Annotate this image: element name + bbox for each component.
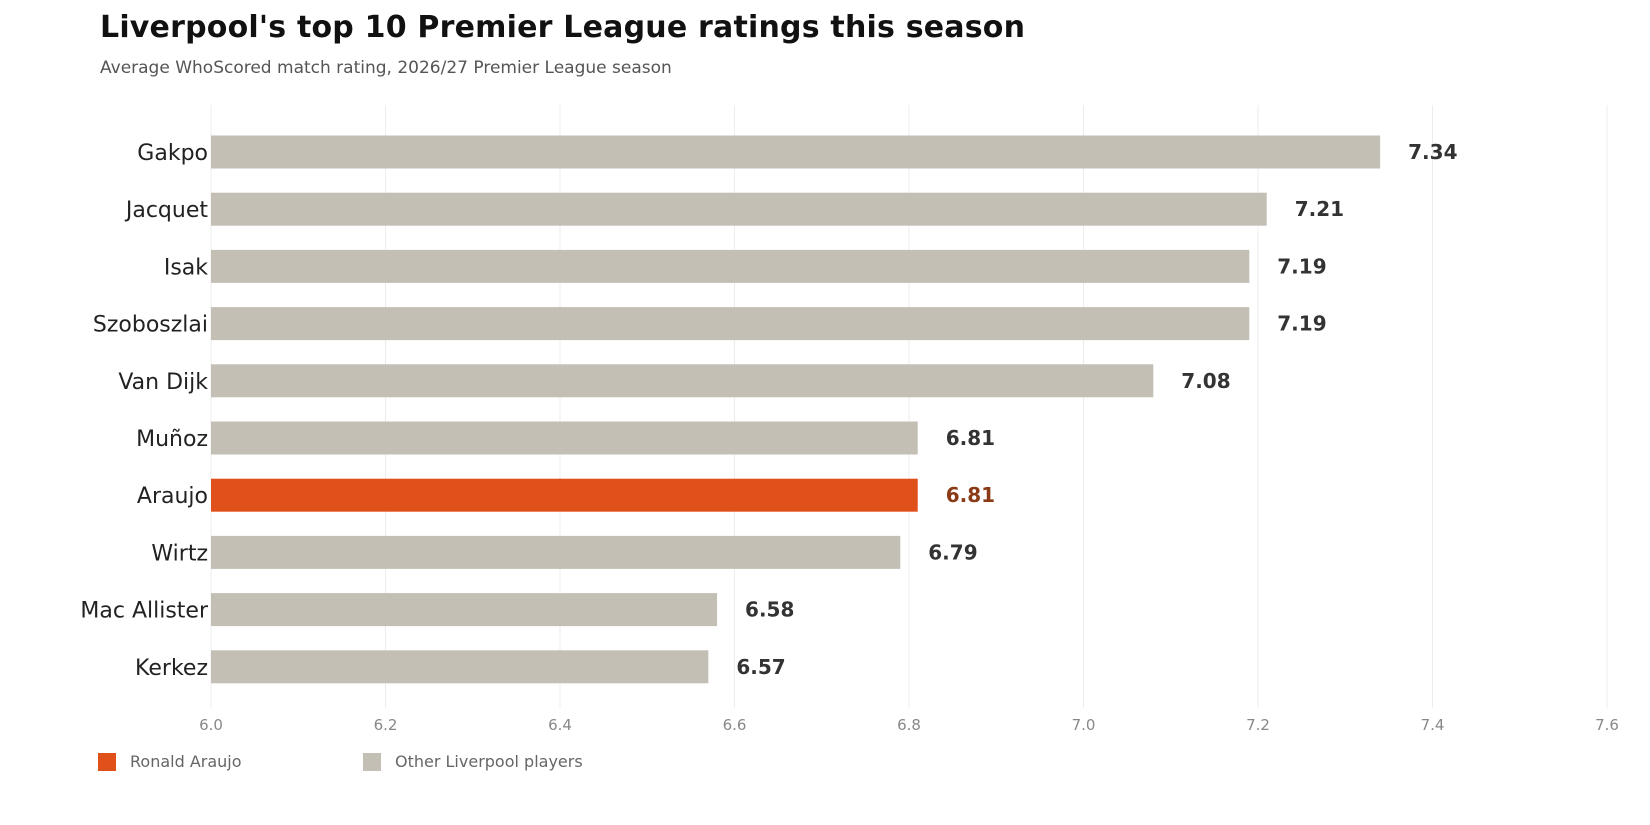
value-label: 6.57	[736, 655, 785, 679]
bar	[211, 364, 1154, 398]
value-label: 7.19	[1277, 254, 1326, 278]
chart-subtitle: Average WhoScored match rating, 2026/27 …	[100, 58, 672, 78]
value-label: 7.19	[1277, 312, 1326, 336]
legend-swatch-highlight	[98, 752, 116, 771]
bars	[211, 135, 1381, 684]
legend-label-highlight: Ronald Araujo	[130, 752, 242, 771]
category-label: Szoboszlai	[93, 313, 208, 338]
legend-item-highlight: Ronald Araujo	[98, 752, 242, 771]
category-label: Wirtz	[151, 541, 208, 566]
legend-label-other: Other Liverpool players	[395, 752, 583, 771]
bar	[211, 421, 918, 455]
category-labels: Gakpo Jacquet Isak Szoboszlai Van Dijk Muñoz A…	[80, 141, 209, 681]
legend-swatch-other	[363, 752, 381, 771]
bar	[211, 192, 1267, 226]
x-tick-label: 7.0	[1072, 716, 1096, 734]
bar	[211, 650, 709, 684]
category-label: Isak	[164, 255, 208, 280]
category-label: Muñoz	[136, 427, 208, 452]
bar	[211, 535, 901, 569]
bar	[211, 249, 1250, 283]
x-tick-label: 6.0	[199, 716, 223, 734]
legend-item-other: Other Liverpool players	[363, 752, 583, 771]
value-label: 7.08	[1181, 369, 1230, 393]
x-tick-label: 7.6	[1595, 716, 1619, 734]
value-label: 6.79	[928, 540, 977, 564]
chart-title: Liverpool's top 10 Premier League rating…	[100, 10, 1026, 45]
value-label: 7.21	[1295, 197, 1344, 221]
x-tick-label: 6.8	[897, 716, 921, 734]
bar	[211, 593, 718, 627]
bar	[211, 307, 1250, 341]
value-label: 6.81	[946, 426, 995, 450]
x-tick-label: 6.6	[723, 716, 747, 734]
bar	[211, 135, 1381, 169]
value-labels: 7.34 7.21 7.19 7.19 7.08 6.81 6.81 6.79 6.58 6.57	[736, 140, 1457, 679]
bar-highlight	[211, 478, 918, 512]
category-label: Mac Allister	[80, 599, 209, 624]
value-label: 6.58	[745, 598, 794, 622]
x-tick-label: 7.4	[1421, 716, 1445, 734]
category-label: Van Dijk	[118, 370, 208, 395]
value-label: 6.81	[946, 483, 995, 507]
x-axis-ticks: 6.0 6.2 6.4 6.6 6.8 7.0 7.2 7.4 7.6	[199, 716, 1619, 734]
x-tick-label: 6.2	[374, 716, 398, 734]
category-label: Jacquet	[124, 198, 209, 223]
x-tick-label: 6.4	[548, 716, 572, 734]
category-label: Kerkez	[135, 656, 208, 681]
value-label: 7.34	[1408, 140, 1457, 164]
x-tick-label: 7.2	[1246, 716, 1270, 734]
category-label: Gakpo	[137, 141, 208, 166]
category-label: Araujo	[137, 484, 208, 509]
